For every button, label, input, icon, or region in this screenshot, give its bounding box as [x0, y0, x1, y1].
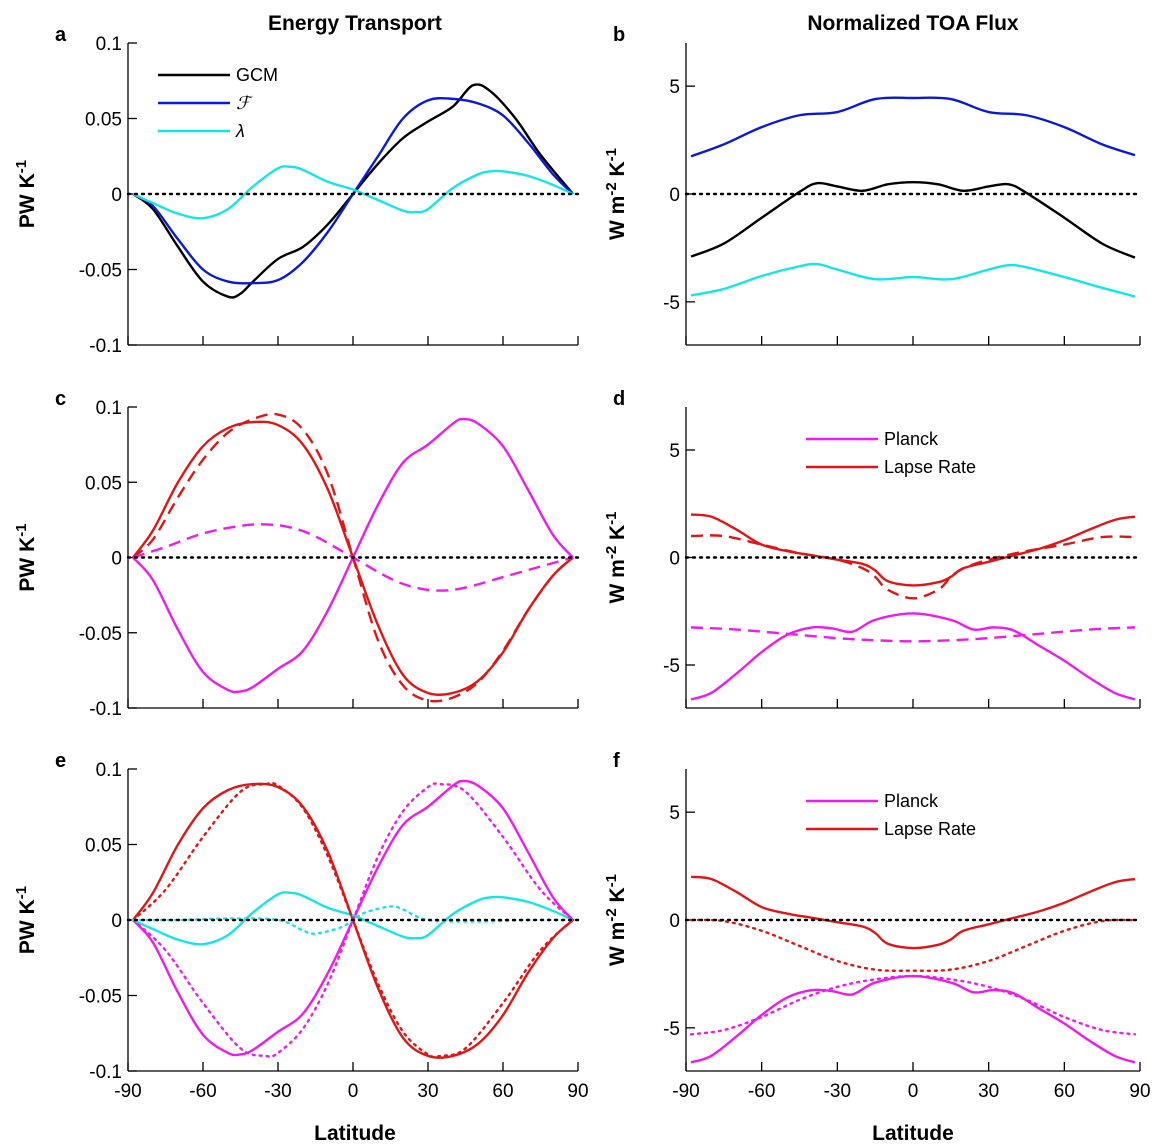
- y-axis-label-b: W m-2 K-1: [603, 148, 630, 240]
- panel-label-b: b: [613, 24, 625, 46]
- panels: -0.1 -0.05 0 0.05 0.1 a PW K-1 GCM ℱλ -5 0 5 b W m-2 …: [13, 24, 1151, 1102]
- legend-f: Planck Lapse Rate: [806, 791, 976, 839]
- panel-a: -0.1 -0.05 0 0.05 0.1 a PW K-1 GCM ℱλ: [13, 24, 580, 357]
- y-tick-label: 0: [669, 911, 680, 932]
- y-tick-label: -0.1: [89, 336, 122, 357]
- x-tick-label: 90: [1129, 1081, 1150, 1102]
- y-tick-label: 0: [111, 185, 122, 206]
- panel-e: -0.1 -0.05 0 0.05 0.1 -90 -60 -30 0 30 60 90 e PW K-1: [13, 750, 589, 1102]
- col-title-normalized-toa-flux: Normalized TOA Flux: [807, 12, 1019, 35]
- y-axis-label-d: W m-2 K-1: [603, 511, 630, 603]
- y-tick-label: 0.05: [85, 473, 122, 494]
- x-tick-label: -60: [189, 1081, 216, 1102]
- x-tick-label: -30: [264, 1081, 291, 1102]
- legend-label: Lapse Rate: [884, 457, 976, 477]
- x-tick-label: 30: [417, 1081, 438, 1102]
- panel-label-e: e: [55, 750, 66, 772]
- legend-d: Planck Lapse Rate: [806, 429, 976, 477]
- y-tick-label: -5: [663, 1019, 680, 1040]
- y-axis-label-c: PW K-1: [13, 523, 40, 591]
- y-tick-label: -5: [663, 656, 680, 677]
- series-line-ℱ-solid: [132, 97, 574, 285]
- y-axis-label-a: PW K-1: [13, 160, 40, 228]
- y-tick-label: -0.1: [89, 699, 122, 720]
- y-tick-label: -5: [663, 293, 680, 314]
- y-tick-label: -0.05: [79, 987, 122, 1008]
- y-tick-label: 0: [111, 549, 122, 570]
- y-tick-label: -0.1: [89, 1062, 122, 1083]
- y-tick-label: 0: [669, 185, 680, 206]
- x-tick-label: -90: [672, 1081, 699, 1102]
- panel-d: -5 0 5 d W m-2 K-1 Planck Lapse Rate: [603, 388, 1142, 709]
- x-tick-label: 60: [492, 1081, 513, 1102]
- series-line-gcm-solid: [132, 83, 574, 299]
- col-title-energy-transport: Energy Transport: [268, 12, 442, 35]
- panel-c: -0.1 -0.05 0 0.05 0.1 c PW K-1: [13, 388, 580, 720]
- legend-label: Planck: [884, 791, 939, 811]
- y-tick-label: 0.05: [85, 836, 122, 857]
- panel-label-a: a: [55, 24, 67, 46]
- series-line-solid: [690, 262, 1136, 298]
- legend-label: λ: [235, 121, 245, 141]
- legend-label: Planck: [884, 429, 939, 449]
- x-tick-label: 30: [978, 1081, 999, 1102]
- panel-b: -5 0 5 b W m-2 K-1: [603, 24, 1142, 346]
- y-axis-label-e: PW K-1: [13, 886, 40, 954]
- y-tick-label: -0.05: [79, 261, 122, 282]
- series-line-dashed: [691, 534, 1135, 600]
- x-tick-label: -30: [824, 1081, 851, 1102]
- y-tick-label: 5: [669, 77, 680, 98]
- y-tick-label: -0.05: [79, 624, 122, 645]
- series-line-solid: [690, 96, 1136, 158]
- series-line-dotted: [689, 918, 1137, 972]
- x-axis-label-left: Latitude: [314, 1122, 396, 1145]
- series-line-solid: [690, 180, 1136, 259]
- y-axis-label-f: W m-2 K-1: [603, 874, 630, 966]
- legend-label: GCM: [236, 65, 278, 85]
- series-line-dashed: [690, 626, 1136, 643]
- y-tick-label: 5: [669, 441, 680, 462]
- y-tick-label: 0.05: [85, 110, 122, 131]
- series-line-lapse-rate-solid: [690, 875, 1136, 950]
- x-tick-label: -90: [114, 1081, 141, 1102]
- panel-label-f: f: [613, 750, 620, 772]
- y-tick-label: 0.1: [96, 34, 122, 55]
- x-axis-label-right: Latitude: [872, 1122, 954, 1145]
- series-line-dotted: [689, 974, 1137, 1036]
- y-tick-label: 0.1: [96, 760, 122, 781]
- y-tick-label: 0: [111, 911, 122, 932]
- panel-label-d: d: [613, 388, 625, 410]
- series-line-planck-solid: [690, 612, 1136, 701]
- panel-f: -5 0 5 -90 -60 -30 0 30 60 90 f W m-2 K-1 Planck Laps…: [603, 750, 1151, 1102]
- y-tick-label: 0.1: [96, 398, 122, 419]
- x-tick-label: 0: [348, 1081, 359, 1102]
- y-tick-label: 5: [669, 803, 680, 824]
- panel-label-c: c: [55, 388, 66, 410]
- legend-a: GCM ℱλ: [158, 65, 278, 141]
- x-tick-label: 0: [908, 1081, 919, 1102]
- y-tick-label: 0: [669, 549, 680, 570]
- legend-label: Lapse Rate: [884, 819, 976, 839]
- legend-label: ℱ: [236, 93, 253, 113]
- x-tick-label: 60: [1054, 1081, 1075, 1102]
- x-tick-label: -60: [748, 1081, 775, 1102]
- series-line-lapse-rate-solid: [690, 513, 1136, 587]
- x-tick-label: 90: [567, 1081, 588, 1102]
